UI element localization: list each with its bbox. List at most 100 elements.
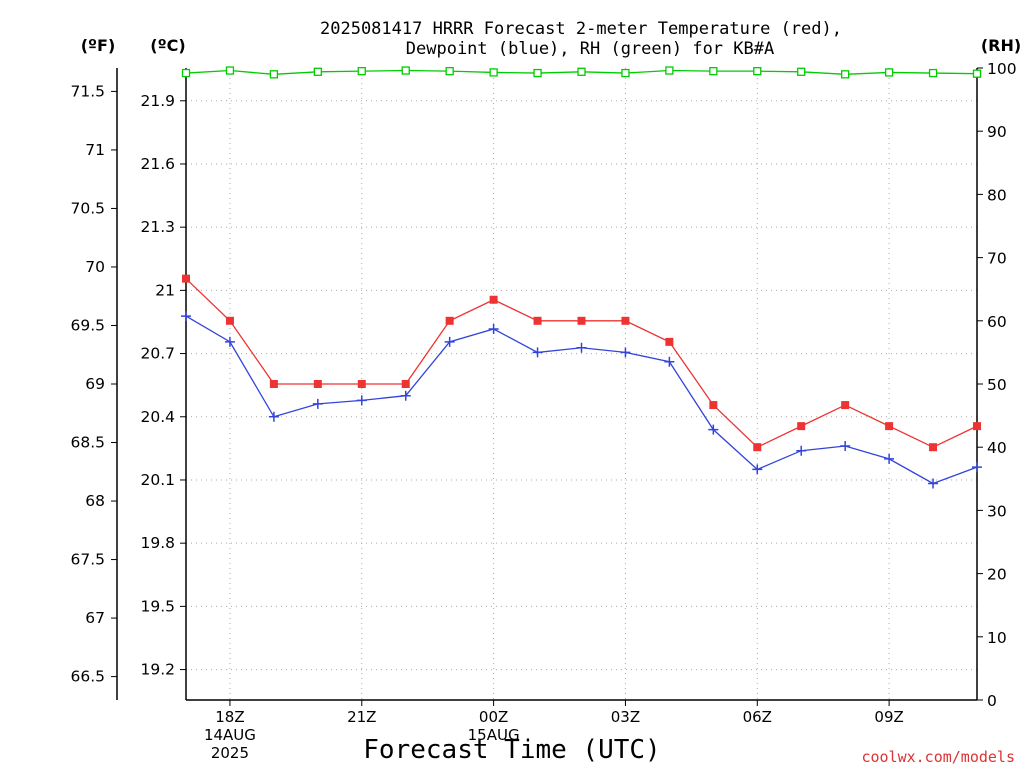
temperature-point [489,295,498,304]
fahrenheit-tick-label: 70.5 [70,199,105,217]
dewpoint-point [664,356,675,367]
temperature-point [401,380,410,388]
rh-point [928,68,938,78]
rh-point [621,68,630,78]
fahrenheit-tick-label: 71 [85,141,105,159]
temperature-point [753,443,762,452]
rh-tick-label: 90 [987,123,1007,141]
temperature-point [225,316,234,325]
fahrenheit-tick-label: 69.5 [70,316,105,334]
fahrenheit-tick-label: 68.5 [70,434,105,452]
fahrenheit-tick-label: 68 [85,492,105,510]
rh-point [269,70,279,79]
temperature-point [182,274,190,283]
temperature-point [621,316,630,325]
celsius-tick-label: 21.6 [140,155,175,173]
temperature-point [841,401,850,410]
dewpoint-point [181,311,191,322]
temperature-point [533,316,542,325]
temperature-point [929,443,938,452]
x-tick-label: 2025 [211,744,249,762]
celsius-tick-label: 20.4 [140,408,175,426]
x-tick-label: 03Z [611,708,640,726]
rh-tick-label: 50 [987,376,1007,394]
rh-point [313,67,322,76]
rh-point [709,67,718,76]
rh-point [665,66,674,75]
celsius-tick-label: 21.9 [140,92,175,110]
rh-point [357,67,366,76]
dewpoint-line [185,315,978,485]
fahrenheit-tick-label: 71.5 [70,82,105,100]
rh-axis-label: (RH) [981,36,1021,55]
grid-lines [186,68,977,700]
celsius-tick-label: 21.3 [140,218,175,236]
fahrenheit-tick-label: 69 [85,375,105,393]
x-tick-label: 00Z [479,708,508,726]
temperature-point [709,401,718,410]
dewpoint-point [400,390,411,401]
rh-point [181,68,191,78]
rh-tick-label: 10 [987,629,1007,647]
dewpoint-point [972,462,982,473]
temperature-point [797,422,806,431]
rh-tick-label: 70 [987,250,1007,268]
x-axis-title: Forecast Time (UTC) [363,735,660,765]
rh-point [753,67,762,76]
x-tick-label: 14AUG [204,726,256,744]
dewpoint-point [840,441,851,452]
temperature-point [313,380,322,388]
rh-tick-label: 40 [987,439,1007,457]
dewpoint-point [488,323,499,334]
celsius-tick-label: 20.1 [140,471,175,489]
fahrenheit-tick-label: 67 [85,609,105,627]
source-credit: coolwx.com/models [861,748,1015,766]
rh-tick-label: 100 [987,60,1017,78]
temperature-line [185,278,978,448]
rh-point [577,67,586,76]
dewpoint-point [576,342,587,353]
dewpoint-point [708,424,719,435]
rh-tick-label: 60 [987,313,1007,331]
dewpoint-point [312,398,323,409]
dewpoint-point [224,336,235,347]
chart-title-line1: 2025081417 HRRR Forecast 2-meter Tempera… [320,19,842,39]
celsius-tick-label: 19.8 [140,534,175,552]
rh-point [533,68,542,78]
celsius-tick-label: 19.2 [140,661,175,679]
dewpoint-point [884,453,895,464]
temperature-point [885,422,894,431]
x-tick-label: 21Z [347,708,376,726]
fahrenheit-tick-label: 66.5 [70,668,105,686]
data-series [181,66,982,489]
fahrenheit-tick-label: 67.5 [70,551,105,569]
x-tick-label: 15AUG [468,726,520,744]
celsius-tick-label: 19.5 [140,597,175,615]
rh-tick-label: 20 [987,566,1007,584]
temperature-point [665,337,674,346]
rh-point [797,67,806,76]
fahrenheit-tick-label: 70 [85,258,105,276]
dewpoint-point [620,347,631,358]
rh-point [972,69,982,78]
dewpoint-point [752,464,763,475]
x-tick-label: 09Z [874,708,903,726]
dewpoint-point [532,347,543,358]
rh-tick-label: 0 [987,692,997,710]
temperature-point [445,316,454,325]
celsius-tick-label: 21 [155,281,175,299]
rh-point [225,66,235,75]
temperature-point [269,380,278,388]
dewpoint-point [356,395,367,406]
temperature-point [577,316,586,325]
celsius-tick-label: 20.7 [140,345,175,363]
temperature-point [973,422,981,431]
rh-point [841,70,850,79]
temperature-point [357,380,366,388]
rh-tick-label: 80 [987,186,1007,204]
dewpoint-point [796,445,807,456]
axes: 66.5 67 67.5 68 68.5 69 69.5 70 70.5 71 71.5 19.2 19… [70,60,1016,762]
chart-title-line2: Dewpoint (blue), RH (green) for KB#A [406,39,774,59]
